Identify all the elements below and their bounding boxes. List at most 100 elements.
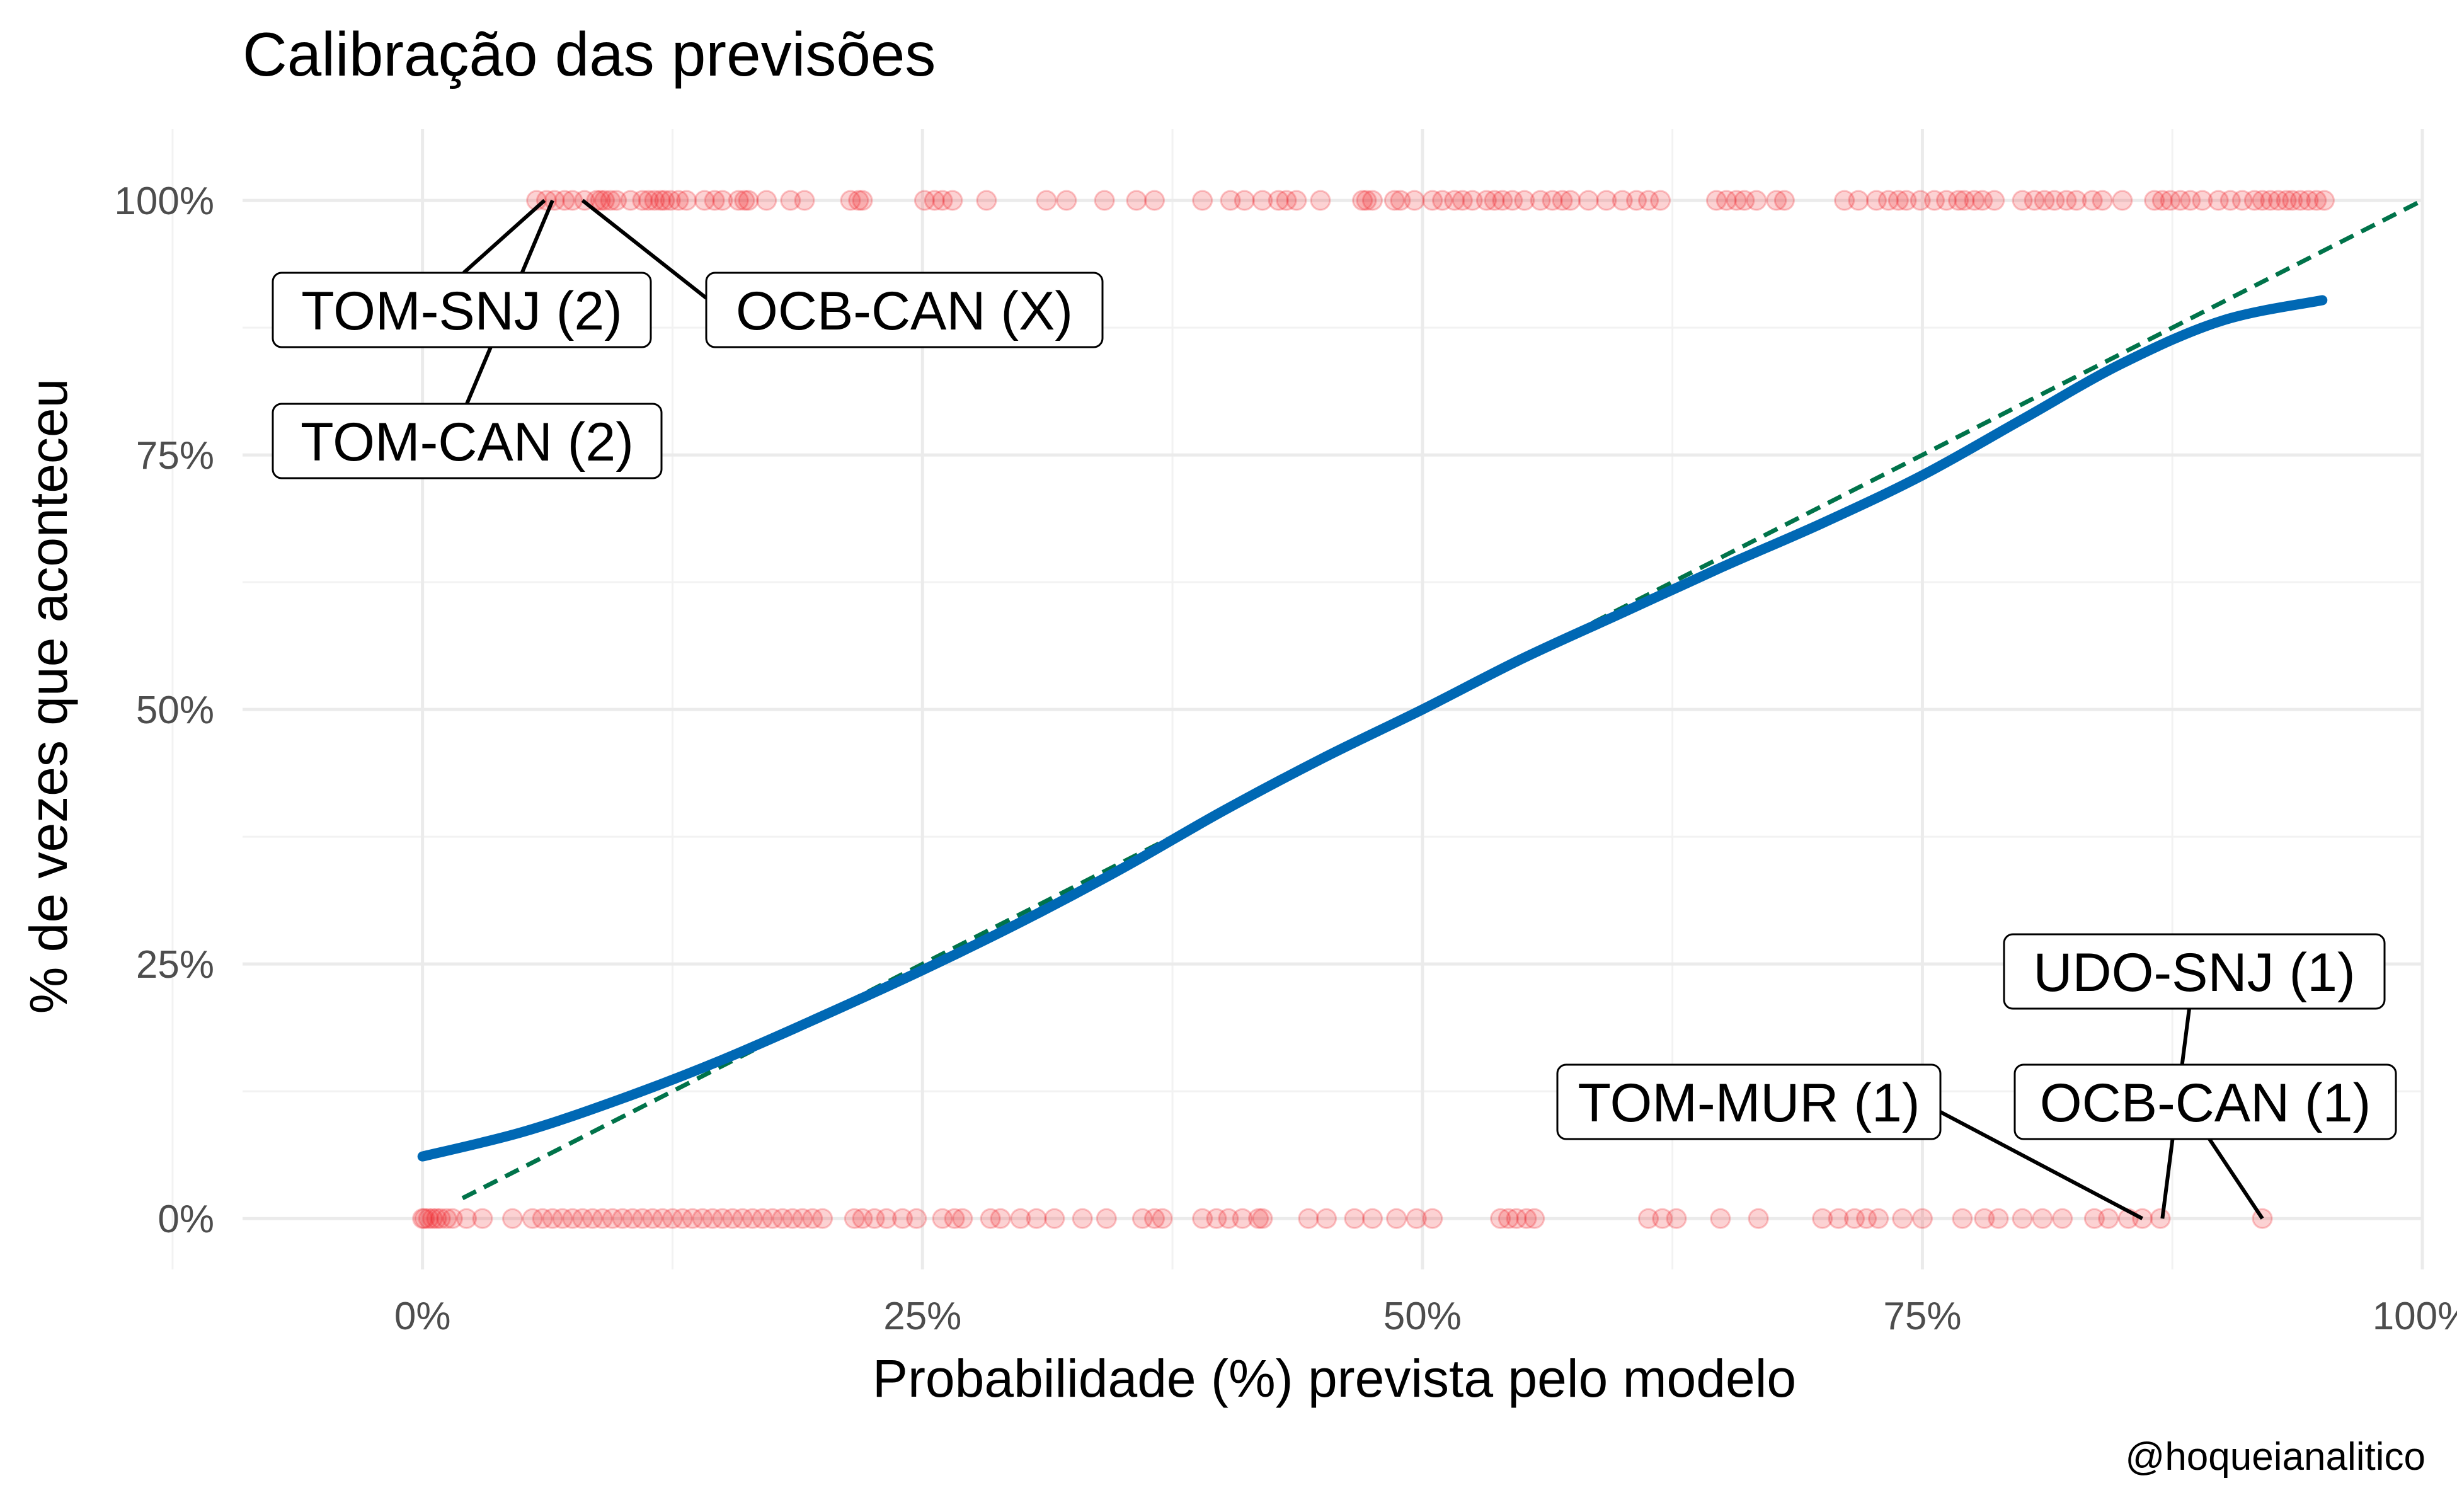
data-point <box>1143 190 1165 211</box>
data-point <box>472 1208 493 1229</box>
annotations: TOM-SNJ (2) OCB-CAN (X) TOM-CAN (2) UDO-SNJ… <box>272 198 2397 1220</box>
data-point <box>456 1208 478 1229</box>
data-point <box>734 190 755 211</box>
data-point <box>2306 190 2327 211</box>
data-point <box>2160 190 2181 211</box>
x-tick-label: 100% <box>2373 1295 2457 1338</box>
data-point <box>762 1208 783 1229</box>
data-point <box>562 1208 583 1229</box>
y-tick-label: 0% <box>158 1198 214 1241</box>
data-point <box>2066 190 2087 211</box>
data-point <box>1773 190 1795 211</box>
data-point <box>976 190 997 211</box>
annotation-box <box>2003 933 2386 1010</box>
data-point <box>952 1208 973 1229</box>
data-point <box>622 1208 643 1229</box>
data-point <box>1715 190 1737 211</box>
data-point <box>738 190 759 211</box>
y-tick-label: 25% <box>136 943 214 987</box>
data-point <box>1746 190 1767 211</box>
data-point <box>906 1208 927 1229</box>
data-point <box>2032 1208 2053 1229</box>
data-point <box>1096 1208 1117 1229</box>
data-point <box>1298 1208 1319 1229</box>
data-point <box>414 1208 435 1229</box>
data-point <box>2267 190 2289 211</box>
data-point <box>1834 190 1855 211</box>
data-point <box>1252 1208 1273 1229</box>
data-point <box>1432 190 1453 211</box>
caption: @hoqueianalitico <box>2125 1435 2426 1479</box>
data-point <box>606 190 627 211</box>
data-point <box>1268 190 1289 211</box>
y-axis-ticks: 0% 25% 50% 75% 100% <box>114 180 214 1241</box>
data-point <box>1492 190 1513 211</box>
x-tick-label: 50% <box>1383 1295 1462 1338</box>
data-point <box>590 190 611 211</box>
data-point <box>980 1208 1001 1229</box>
data-point <box>672 1208 693 1229</box>
data-point <box>1310 190 1331 211</box>
data-point <box>1652 1208 1673 1229</box>
data-point <box>1036 190 1057 211</box>
data-point <box>2276 190 2297 211</box>
data-point <box>1444 190 1465 211</box>
data-point <box>1560 190 1581 211</box>
annotation-leader <box>1939 1110 2143 1220</box>
data-point <box>2012 190 2033 211</box>
smooth-curve <box>417 295 2328 1162</box>
data-point <box>1276 190 1297 211</box>
data-point <box>942 190 963 211</box>
data-point <box>632 190 653 211</box>
data-point <box>1910 190 1931 211</box>
data-point <box>436 1208 457 1229</box>
data-point <box>542 1208 563 1229</box>
data-point <box>642 1208 663 1229</box>
data-point <box>722 1208 743 1229</box>
data-point <box>1422 190 1443 211</box>
data-point <box>2289 190 2311 211</box>
data-point <box>592 1208 613 1229</box>
data-point <box>1625 190 1647 211</box>
y-tick-label: 50% <box>136 689 214 732</box>
y-tick-label: 75% <box>136 434 214 478</box>
data-point <box>2252 190 2273 211</box>
data-point <box>1734 190 1755 211</box>
x-tick-label: 75% <box>1883 1295 1961 1338</box>
data-point <box>1286 190 1307 211</box>
data-point <box>1766 190 1787 211</box>
data-point <box>932 1208 953 1229</box>
annotation-leader <box>581 198 707 300</box>
data-point <box>1877 190 1899 211</box>
data-point <box>1192 1208 1213 1229</box>
data-point <box>802 1208 823 1229</box>
data-point <box>426 1208 447 1229</box>
data-point <box>1748 1208 1769 1229</box>
data-point <box>1892 1208 1913 1229</box>
data-point <box>418 1208 439 1229</box>
data-point <box>562 190 583 211</box>
annotation-box <box>705 272 1104 348</box>
data-point <box>2208 190 2229 211</box>
data-point <box>1248 1208 1269 1229</box>
data-point <box>532 1208 553 1229</box>
data-point <box>1490 1208 1511 1229</box>
data-point <box>2112 190 2133 211</box>
annotation-label: TOM-MUR (1) <box>1578 1073 1920 1133</box>
data-point <box>1974 1208 1995 1229</box>
x-tick-label: 0% <box>394 1295 451 1338</box>
data-point <box>1516 1208 1537 1229</box>
data-point <box>852 190 873 211</box>
data-point <box>756 190 777 211</box>
data-point <box>752 1208 773 1229</box>
data-point <box>1094 190 1115 211</box>
data-point <box>1361 190 1383 211</box>
data-point <box>732 1208 753 1229</box>
data-point <box>1131 1208 1153 1229</box>
data-point <box>1578 190 1599 211</box>
data-point <box>844 1208 865 1229</box>
data-point <box>1344 1208 1365 1229</box>
data-point <box>2219 190 2241 211</box>
data-point <box>662 1208 683 1229</box>
data-point <box>502 1208 524 1229</box>
